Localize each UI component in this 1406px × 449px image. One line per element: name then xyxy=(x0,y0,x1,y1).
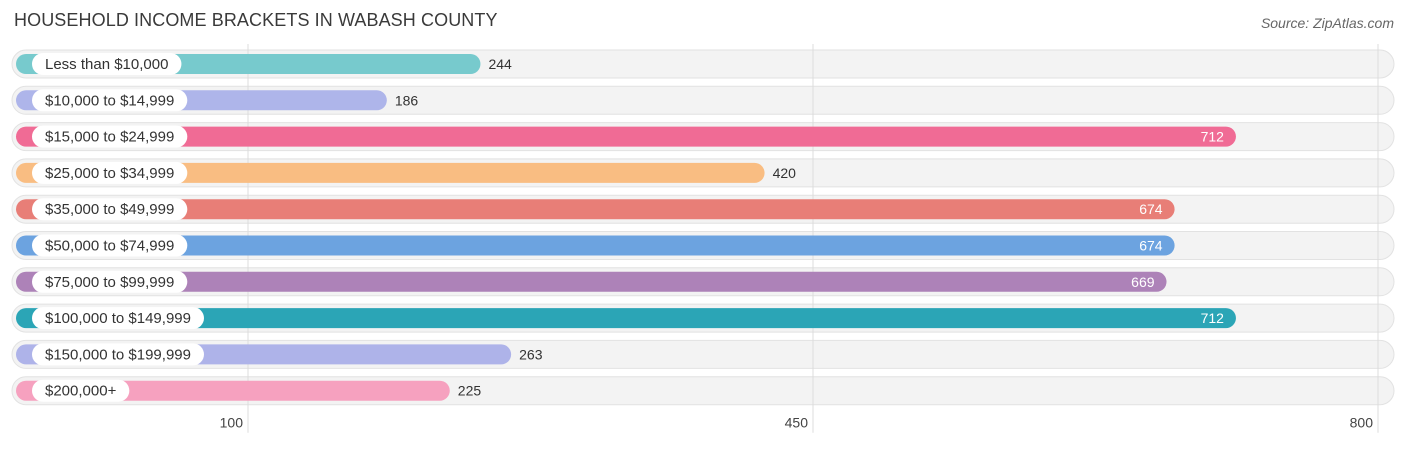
bar xyxy=(16,235,1175,256)
category-pill xyxy=(32,270,188,293)
bar xyxy=(16,126,1236,147)
value-label: 712 xyxy=(1201,129,1225,145)
value-label: 674 xyxy=(1139,201,1163,217)
x-tick-label: 800 xyxy=(1350,415,1374,431)
category-label: $35,000 to $49,999 xyxy=(45,201,174,218)
category-label: Less than $10,000 xyxy=(45,56,168,73)
category-label: $50,000 to $74,999 xyxy=(45,238,174,255)
bar xyxy=(16,271,1167,292)
category-label: $10,000 to $14,999 xyxy=(45,92,174,109)
value-label: 263 xyxy=(519,346,543,362)
category-pill xyxy=(32,89,188,112)
category-label: $100,000 to $149,999 xyxy=(45,310,191,327)
category-label: $150,000 to $199,999 xyxy=(45,346,191,363)
category-label: $15,000 to $24,999 xyxy=(45,129,174,146)
category-pill xyxy=(32,53,182,75)
value-label: 420 xyxy=(773,165,797,181)
bar xyxy=(16,162,765,183)
category-pill xyxy=(32,161,188,184)
value-label: 712 xyxy=(1201,310,1225,326)
value-label: 186 xyxy=(395,92,419,108)
category-pill xyxy=(32,343,204,366)
category-pill xyxy=(32,198,188,221)
chart-source: Source: ZipAtlas.com xyxy=(1260,15,1394,31)
category-pill xyxy=(32,379,130,402)
category-label: $75,000 to $99,999 xyxy=(45,274,174,291)
x-tick-label: 100 xyxy=(220,415,244,431)
bars: Less than $10,000 244 $10,000 to $14,999 18… xyxy=(16,53,1236,402)
value-label: 244 xyxy=(488,56,512,72)
bar xyxy=(16,308,1236,329)
category-pill xyxy=(32,307,204,330)
category-pill xyxy=(32,234,188,257)
category-label: $200,000+ xyxy=(45,383,117,400)
value-label: 674 xyxy=(1139,238,1163,254)
category-pill xyxy=(32,125,188,148)
chart-title: HOUSEHOLD INCOME BRACKETS IN WABASH COUN… xyxy=(14,10,498,30)
category-label: $25,000 to $34,999 xyxy=(45,165,174,182)
bar xyxy=(16,199,1175,220)
value-label: 225 xyxy=(458,383,482,399)
value-label: 669 xyxy=(1131,274,1155,290)
x-axis-ticks: 100 450 800 xyxy=(220,415,1374,431)
x-tick-label: 450 xyxy=(785,415,809,431)
